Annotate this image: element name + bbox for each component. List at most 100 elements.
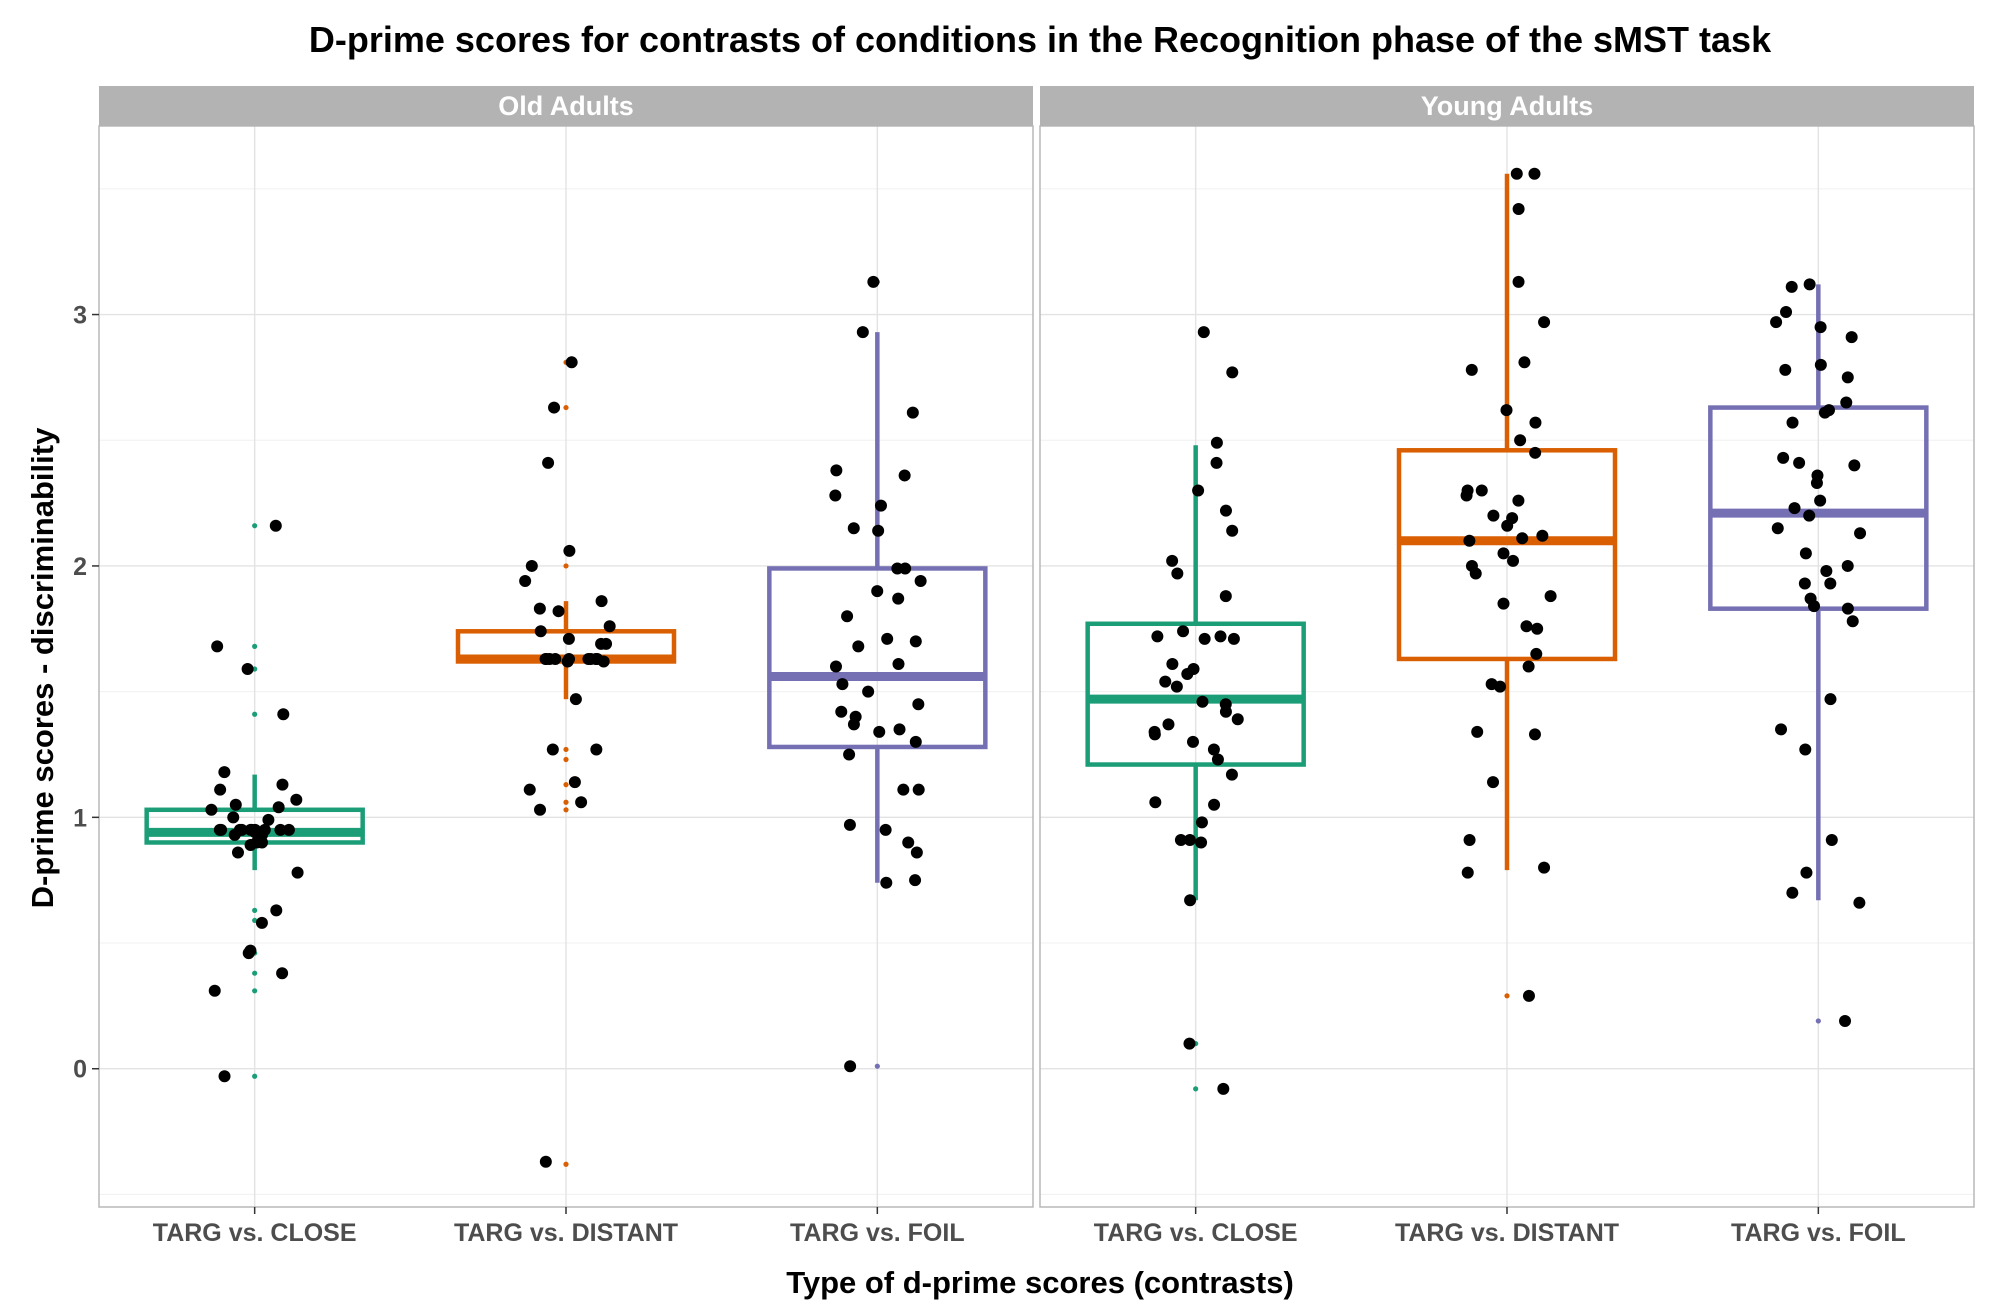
data-point — [1848, 459, 1861, 472]
outlier-point — [252, 711, 258, 717]
data-point — [1497, 597, 1510, 610]
data-point — [1217, 1082, 1230, 1095]
data-point — [568, 776, 581, 789]
data-point — [270, 904, 283, 917]
outlier-point — [252, 1073, 258, 1079]
data-point — [1516, 532, 1529, 545]
data-point — [1475, 484, 1488, 497]
data-point — [563, 544, 576, 557]
data-point — [218, 1070, 231, 1083]
x-axis-title: Type of d-prime scores (contrasts) — [786, 1265, 1294, 1300]
data-point — [1210, 456, 1223, 469]
data-point — [856, 326, 869, 339]
data-point — [1149, 796, 1162, 809]
data-point — [1841, 371, 1854, 384]
data-point — [227, 811, 240, 824]
data-point — [1162, 718, 1175, 731]
data-point — [603, 620, 616, 633]
data-point — [1219, 705, 1232, 718]
data-point — [852, 640, 865, 653]
data-point — [214, 783, 227, 796]
outlier-point — [563, 756, 569, 763]
data-point — [1208, 798, 1221, 811]
data-point — [1487, 776, 1500, 789]
data-point — [1487, 509, 1500, 522]
data-point — [519, 575, 532, 588]
data-point — [912, 698, 925, 711]
data-point — [844, 1060, 857, 1073]
data-point — [1853, 896, 1866, 909]
data-point — [534, 803, 547, 816]
x-tick-label: TARG vs. DISTANT — [454, 1219, 678, 1247]
data-point — [282, 823, 295, 836]
outlier-point — [563, 404, 569, 411]
data-point — [595, 595, 608, 608]
outlier-point — [563, 746, 569, 753]
data-point — [1798, 577, 1811, 590]
data-point — [546, 743, 559, 756]
data-point — [835, 705, 848, 718]
x-tick-label: TARG vs. CLOSE — [153, 1219, 357, 1247]
data-point — [244, 838, 257, 851]
data-point — [1183, 833, 1196, 846]
data-point — [1775, 723, 1788, 736]
data-point — [565, 356, 578, 369]
data-point — [1808, 600, 1821, 613]
x-tick-label: TARG vs. FOIL — [1731, 1219, 1906, 1247]
outlier-point — [252, 907, 258, 913]
data-point — [1531, 622, 1544, 635]
data-point — [1786, 416, 1799, 429]
data-point — [1799, 547, 1812, 560]
data-point — [569, 693, 582, 706]
data-point — [1463, 833, 1476, 846]
data-point — [1788, 502, 1801, 515]
data-point — [1195, 836, 1208, 849]
data-point — [914, 575, 927, 588]
data-point — [1530, 647, 1543, 660]
data-point — [830, 464, 843, 477]
data-point — [1518, 356, 1531, 369]
data-point — [1770, 316, 1783, 329]
data-point — [534, 625, 547, 638]
data-point — [909, 635, 922, 648]
data-point — [910, 846, 923, 859]
x-tick-label: TARG vs. DISTANT — [1395, 1219, 1619, 1247]
data-point — [902, 836, 915, 849]
data-point — [276, 967, 289, 980]
data-point — [1171, 567, 1184, 580]
data-point — [1520, 620, 1533, 633]
data-point — [1841, 559, 1854, 572]
outlier-point — [252, 917, 258, 924]
data-point — [1814, 494, 1827, 507]
data-point — [871, 585, 884, 598]
data-point — [1824, 693, 1837, 706]
outlier-point — [252, 988, 258, 994]
data-point — [1818, 406, 1831, 419]
data-point — [1197, 326, 1210, 339]
data-point — [1159, 675, 1172, 688]
data-point — [291, 866, 304, 879]
data-point — [1207, 743, 1220, 756]
data-point — [897, 783, 910, 796]
data-point — [1469, 567, 1482, 580]
outlier-point — [1193, 1086, 1199, 1092]
data-point — [898, 469, 911, 482]
outlier-point — [1504, 993, 1510, 999]
y-tick-label: 3 — [73, 302, 87, 330]
data-point — [1814, 321, 1827, 334]
boxplot-0 — [1085, 445, 1306, 901]
data-point — [1151, 630, 1164, 643]
outlier-point — [874, 1063, 880, 1069]
data-point — [1528, 728, 1541, 741]
data-point — [590, 743, 603, 756]
data-point — [1512, 275, 1525, 288]
data-point — [843, 748, 856, 761]
y-axis: 0 1 2 3 — [73, 302, 99, 1084]
data-point — [867, 275, 880, 288]
data-point — [909, 874, 922, 887]
data-point — [262, 813, 275, 826]
data-point — [1779, 363, 1792, 376]
data-point — [1529, 446, 1542, 459]
data-point — [231, 846, 244, 859]
